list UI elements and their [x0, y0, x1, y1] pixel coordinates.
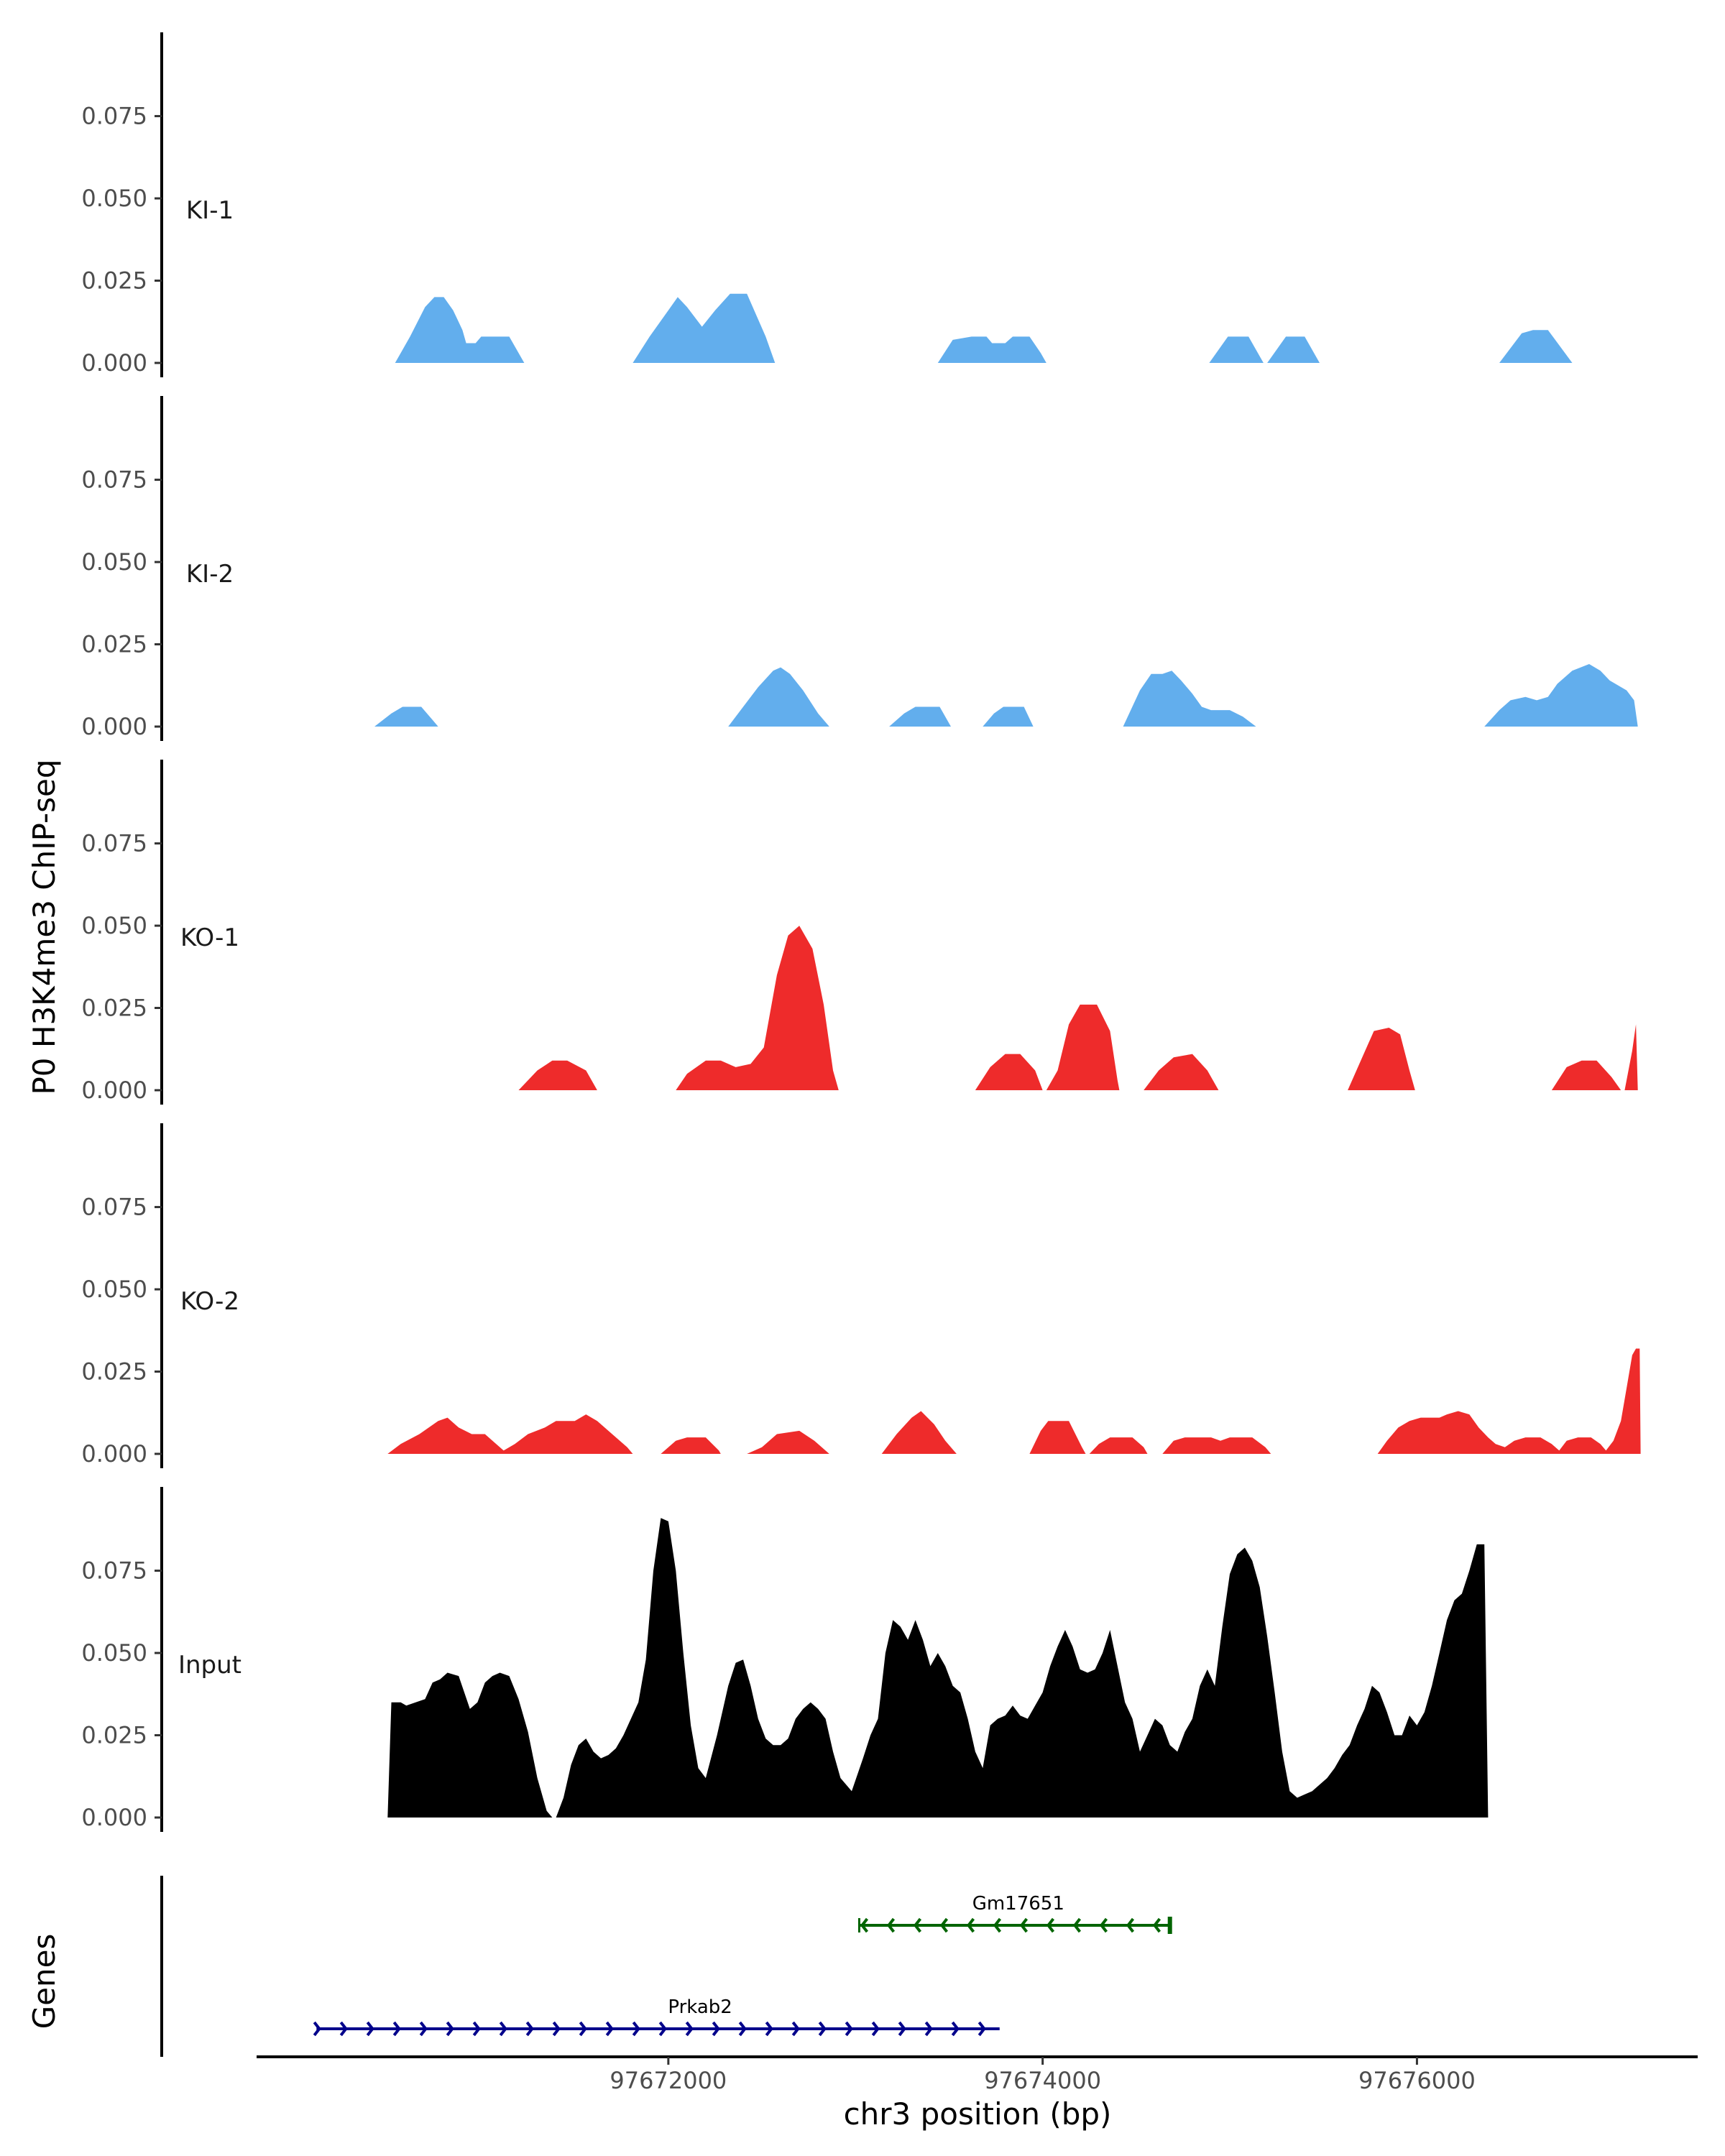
y-tick-label: 0.000	[81, 713, 147, 740]
gene-prkab2: Prkab2	[313, 1996, 1000, 2037]
strand-arrow	[419, 2021, 428, 2037]
y-tick-label: 0.075	[81, 830, 147, 857]
coverage-area-ki-2	[374, 664, 1640, 727]
y-tick-label: 0.050	[81, 185, 147, 212]
coverage-area-ki-1	[395, 293, 1575, 363]
genes-panel: Genes Gm17651 Prkab2	[27, 1876, 1172, 2057]
strand-arrow	[791, 2021, 800, 2037]
y-tick-label: 0.050	[81, 548, 147, 576]
track-label: Input	[178, 1651, 242, 1680]
strand-arrow	[1072, 1917, 1082, 1933]
y-tick-label: 0.000	[81, 1440, 147, 1468]
y-tick-label: 0.050	[81, 1276, 147, 1303]
strand-arrow	[499, 2021, 507, 2037]
y-tick-label: 0.075	[81, 103, 147, 130]
y-tick-label: 0.025	[81, 995, 147, 1022]
strand-arrow	[579, 2021, 587, 2037]
track-ko-1: 0.000 0.025 0.050 0.075 KO-1	[81, 760, 1640, 1105]
strand-arrow	[392, 2021, 401, 2037]
y-tick-label: 0.075	[81, 1557, 147, 1585]
strand-arrow	[446, 2021, 454, 2037]
track-label: KI-2	[186, 560, 234, 589]
strand-arrow	[845, 2021, 853, 2037]
y-tick-label: 0.025	[81, 267, 147, 295]
strand-arrow	[818, 2021, 827, 2037]
track-ko-2: 0.000 0.025 0.050 0.075 KO-2	[81, 1123, 1642, 1468]
strand-arrow	[313, 2021, 321, 2037]
x-axis-title: chr3 position (bp)	[844, 2096, 1112, 2132]
strand-arrow	[1126, 1917, 1135, 1933]
genes-title: Genes	[27, 1934, 62, 2030]
strand-arrow	[525, 2021, 534, 2037]
strand-arrow	[871, 2021, 880, 2037]
strand-arrow	[886, 1917, 896, 1933]
y-tick-label: 0.050	[81, 1639, 147, 1667]
y-tick-label: 0.050	[81, 912, 147, 939]
y-tick-label: 0.000	[81, 1077, 147, 1104]
strand-arrow	[632, 2021, 640, 2037]
strand-arrow	[1152, 1917, 1162, 1933]
strand-arrow	[1046, 1917, 1055, 1933]
strand-arrow	[860, 1917, 869, 1933]
strand-arrow	[951, 2021, 960, 2037]
strand-arrow	[765, 2021, 773, 2037]
strand-arrow	[685, 2021, 694, 2037]
strand-arrow	[1099, 1917, 1108, 1933]
y-tick-label: 0.025	[81, 631, 147, 658]
tracks-group: 0.0000.0250.0500.075KI-10.0000.0250.0500…	[81, 32, 1642, 1832]
track-ki-2: 0.000 0.025 0.050 0.075 KI-2	[81, 396, 1640, 741]
track-label: KI-1	[186, 196, 234, 225]
track-label: KO-1	[180, 923, 239, 952]
coverage-area-input	[387, 1518, 1489, 1818]
strand-arrow	[913, 1917, 922, 1933]
strand-arrow	[993, 1917, 1002, 1933]
track-ki-1: 0.000 0.025 0.050 0.075 KI-1	[81, 32, 1575, 377]
x-tick-label: 97676000	[1358, 2067, 1476, 2094]
strand-arrow	[658, 2021, 667, 2037]
strand-arrow	[552, 2021, 561, 2037]
track-input: 0.000 0.025 0.050 0.075 Input	[81, 1487, 1489, 1832]
coverage-area-ko-2	[387, 1348, 1642, 1454]
strand-arrow	[738, 2021, 747, 2037]
coverage-area-ko-1	[518, 926, 1640, 1090]
strand-arrow	[366, 2021, 374, 2037]
y-tick-label: 0.025	[81, 1722, 147, 1749]
y-tick-label: 0.025	[81, 1358, 147, 1386]
gene-label: Gm17651	[972, 1893, 1064, 1915]
strand-arrow	[939, 1917, 949, 1933]
y-axis-title: P0 H3K4me3 ChIP-seq	[27, 759, 62, 1095]
y-tick-label: 0.075	[81, 466, 147, 494]
y-tick-label: 0.000	[81, 1804, 147, 1831]
gene-gm17651: Gm17651	[857, 1893, 1172, 1934]
track-label: KO-2	[180, 1287, 239, 1316]
y-tick-label: 0.000	[81, 349, 147, 377]
x-axis: 97672000 97674000 97676000	[257, 2055, 1698, 2094]
strand-arrow	[924, 2021, 933, 2037]
strand-arrow	[1019, 1917, 1029, 1933]
x-tick-label: 97674000	[984, 2067, 1101, 2094]
x-tick-label: 97672000	[610, 2067, 727, 2094]
strand-arrow	[712, 2021, 720, 2037]
strand-arrow	[978, 2021, 986, 2037]
strand-arrow	[472, 2021, 481, 2037]
strand-arrow	[966, 1917, 975, 1933]
strand-arrow	[605, 2021, 614, 2037]
strand-arrow	[339, 2021, 348, 2037]
gene-label: Prkab2	[668, 1996, 732, 2018]
strand-arrow	[898, 2021, 906, 2037]
y-tick-label: 0.075	[81, 1194, 147, 1221]
